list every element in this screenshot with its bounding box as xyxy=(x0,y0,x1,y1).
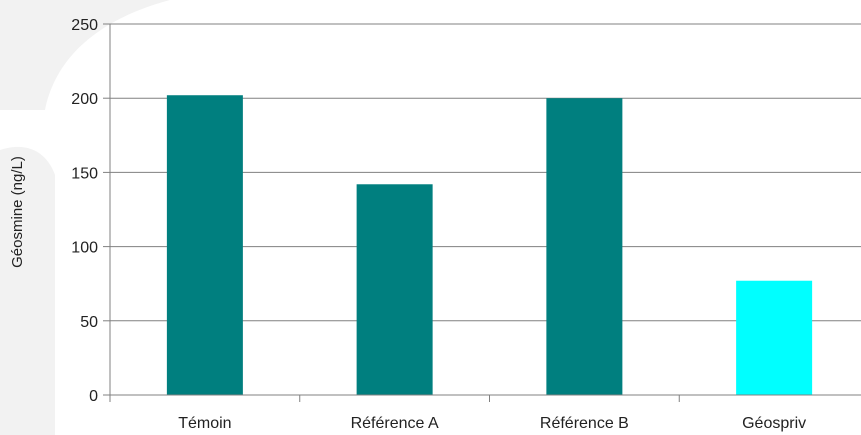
x-tick-label: Référence B xyxy=(540,415,629,432)
x-tick-label: Référence A xyxy=(351,415,439,432)
y-tick-label: 200 xyxy=(71,91,98,108)
bar xyxy=(356,184,433,395)
y-tick-labels: 0 50 100 150 200 250 xyxy=(71,17,98,405)
y-tick-label: 50 xyxy=(80,314,98,331)
background-shape xyxy=(0,146,55,435)
bar xyxy=(546,98,623,395)
x-tick-label: Témoin xyxy=(178,415,231,432)
y-axis-title: Géosmine (ng/L) xyxy=(9,156,26,268)
background-decoration xyxy=(0,0,170,435)
bars xyxy=(166,95,813,396)
y-tick-label: 100 xyxy=(71,240,98,257)
bar xyxy=(166,95,243,396)
x-tick-label: Géospriv xyxy=(742,415,806,432)
axes xyxy=(103,23,861,402)
y-tick-label: 0 xyxy=(89,388,98,405)
bar xyxy=(736,280,813,395)
x-tick-labels: Témoin Référence A Référence B Géospriv xyxy=(178,415,806,432)
background-shape xyxy=(0,0,170,110)
y-tick-label: 250 xyxy=(71,17,98,34)
y-tick-label: 150 xyxy=(71,165,98,182)
